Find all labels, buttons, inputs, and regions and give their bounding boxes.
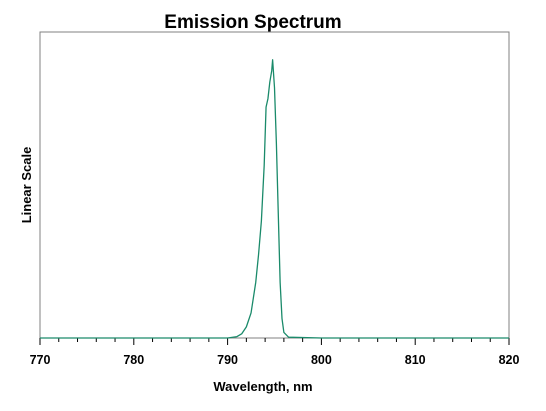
y-axis-label: Linear Scale (19, 147, 34, 224)
x-tick-label: 780 (123, 353, 144, 367)
x-tick-label: 810 (405, 353, 426, 367)
x-tick-label: 800 (311, 353, 332, 367)
x-tick-label: 820 (499, 353, 520, 367)
x-axis: 770 780 790 800 810 820 (30, 338, 520, 367)
x-axis-label: Wavelength, nm (213, 379, 312, 394)
x-tick-label: 790 (217, 353, 238, 367)
plot-frame (39, 31, 510, 339)
series-layer (40, 59, 509, 339)
series-line (40, 59, 509, 339)
chart-title: Emission Spectrum (164, 12, 341, 33)
x-tick-label: 770 (30, 353, 51, 367)
